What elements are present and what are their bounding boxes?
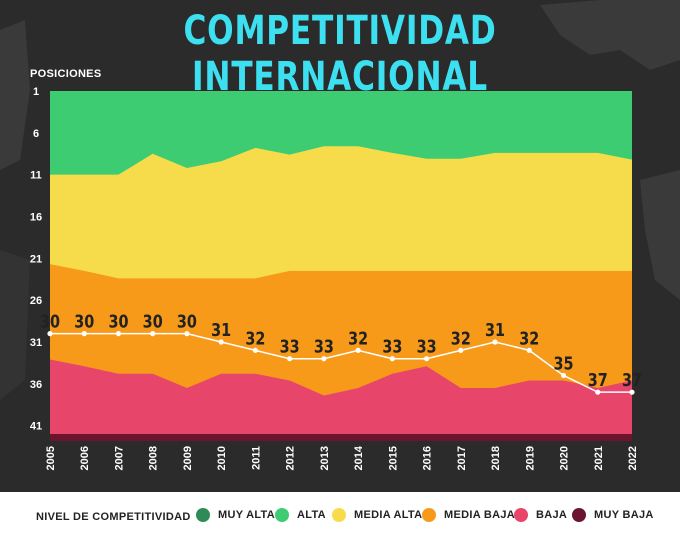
data-label: 33 <box>314 336 334 357</box>
legend-item-baja: BAJA <box>514 508 567 522</box>
legend-label: MEDIA BAJA <box>444 509 516 521</box>
ranking-point <box>423 356 430 362</box>
ranking-point <box>81 331 87 337</box>
data-label: 30 <box>143 311 163 332</box>
y-tick-label: 36 <box>30 379 42 391</box>
x-tick-label: 2011 <box>250 446 262 470</box>
ranking-point <box>560 372 567 379</box>
x-tick-label: 2006 <box>79 446 91 470</box>
x-tick-label: 2010 <box>216 446 228 470</box>
y-tick-label: 11 <box>30 170 42 182</box>
legend-label: MUY ALTA <box>218 509 275 521</box>
x-tick-label: 2022 <box>627 446 639 470</box>
x-tick-label: 2013 <box>319 446 331 470</box>
y-tick-label: 26 <box>30 295 42 307</box>
ranking-point <box>526 347 532 353</box>
y-tick-label: 31 <box>30 337 42 349</box>
ranking-point <box>287 356 293 362</box>
ranking-point <box>218 339 224 345</box>
ranking-point <box>458 347 464 353</box>
band-muy-baja <box>50 434 632 441</box>
data-label: 32 <box>245 328 265 349</box>
data-label: 30 <box>74 311 94 332</box>
ranking-point <box>47 331 53 337</box>
ranking-point <box>115 331 122 337</box>
data-label: 30 <box>108 311 128 332</box>
legend-item-media-baja: MEDIA BAJA <box>422 508 515 522</box>
ranking-point <box>321 356 327 362</box>
legend-item-muy-baja: MUY BAJA <box>572 508 654 522</box>
data-label: 32 <box>519 328 539 349</box>
x-tick-label: 2017 <box>456 446 468 470</box>
x-tick-label: 2020 <box>559 446 571 470</box>
legend-swatch <box>572 508 586 522</box>
legend-swatch <box>514 508 528 522</box>
data-label: 30 <box>40 311 60 332</box>
data-label: 31 <box>485 319 505 340</box>
data-label: 30 <box>177 311 197 332</box>
legend: NIVEL DE COMPETITIVIDAD MUY ALTA ALTA ME… <box>0 492 680 536</box>
x-tick-label: 2015 <box>387 446 399 470</box>
ranking-point <box>595 389 601 395</box>
x-tick-label: 2016 <box>422 446 434 470</box>
legend-swatch <box>332 508 346 522</box>
data-label: 31 <box>211 319 231 340</box>
x-tick-label: 2019 <box>524 446 536 470</box>
ranking-point <box>389 356 395 362</box>
x-tick-label: 2014 <box>353 445 365 470</box>
legend-item-alta: ALTA <box>275 508 326 522</box>
x-tick-label: 2005 <box>45 446 57 470</box>
data-label: 32 <box>451 328 471 349</box>
data-label: 35 <box>554 353 574 374</box>
data-label: 37 <box>588 370 608 391</box>
ranking-point <box>629 389 635 395</box>
ranking-line <box>50 332 632 393</box>
ranking-point <box>184 331 190 337</box>
data-label: 32 <box>348 328 368 349</box>
legend-item-media-alta: MEDIA ALTA <box>332 508 422 522</box>
legend-swatch <box>275 508 289 522</box>
legend-swatch <box>196 508 210 522</box>
data-label: 33 <box>280 336 300 357</box>
legend-title: NIVEL DE COMPETITIVIDAD <box>36 511 191 523</box>
y-tick-label: 41 <box>30 421 42 433</box>
ranking-point <box>355 347 361 353</box>
band-baja <box>50 359 632 441</box>
legend-label: MUY BAJA <box>594 509 654 521</box>
legend-swatch <box>422 508 436 522</box>
x-tick-label: 2012 <box>285 446 297 470</box>
data-label: 37 <box>622 370 642 391</box>
y-tick-label: 6 <box>33 128 39 140</box>
data-label: 33 <box>417 336 437 357</box>
y-tick-label: 16 <box>30 211 42 223</box>
x-tick-label: 2018 <box>490 446 502 470</box>
legend-label: BAJA <box>536 509 568 521</box>
y-tick-label: 21 <box>30 253 42 265</box>
x-tick-label: 2007 <box>113 446 125 470</box>
legend-item-muy-alta: MUY ALTA <box>196 508 275 522</box>
y-axis-label: POSICIONES <box>30 68 102 80</box>
ranking-point <box>492 339 498 345</box>
x-tick-label: 2008 <box>148 446 160 470</box>
x-tick-label: 2009 <box>182 446 194 470</box>
ranking-point <box>150 331 156 337</box>
legend-label: ALTA <box>297 509 326 521</box>
data-label: 33 <box>382 336 402 357</box>
legend-label: MEDIA ALTA <box>354 509 423 521</box>
x-tick-label: 2021 <box>593 446 605 470</box>
y-tick-label: 1 <box>33 86 39 98</box>
ranking-point <box>252 347 259 353</box>
